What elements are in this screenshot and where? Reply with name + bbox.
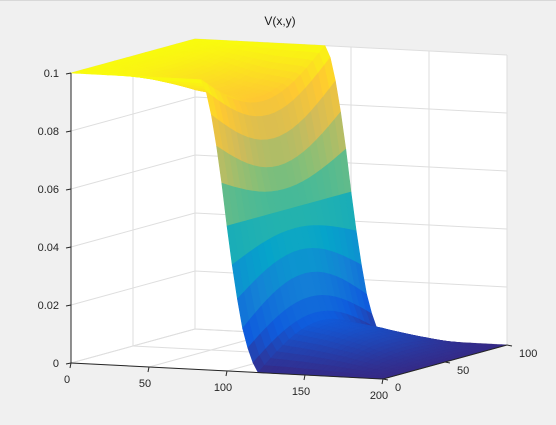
z-tick bbox=[65, 304, 72, 307]
grid-line-z bbox=[70, 154, 508, 190]
surface-mesh bbox=[70, 38, 508, 380]
tick-labels: 0 50 100 150 200 0 50 100 0 0.02 0.04 0.06 0.08 0.1 bbox=[38, 68, 538, 402]
x-tick-label: 150 bbox=[292, 386, 310, 398]
z-tick-label: 0.06 bbox=[38, 184, 59, 196]
x-tick-label: 200 bbox=[370, 390, 388, 402]
y-tick-label: 0 bbox=[395, 382, 401, 394]
z-tick bbox=[65, 130, 72, 133]
y-tick bbox=[444, 361, 451, 364]
z-tick bbox=[65, 246, 72, 249]
x-tick bbox=[69, 362, 72, 369]
x-tick bbox=[147, 366, 150, 373]
chart-title: V(x,y) bbox=[264, 14, 295, 28]
grid-line-z bbox=[70, 270, 508, 306]
z-tick-label: 0 bbox=[53, 358, 59, 370]
z-tick-label: 0.08 bbox=[38, 126, 59, 138]
x-tick-label: 100 bbox=[214, 382, 232, 394]
y-tick bbox=[382, 378, 389, 381]
x-tick bbox=[303, 374, 306, 381]
z-tick-label: 0.1 bbox=[44, 68, 59, 80]
y-tick bbox=[506, 344, 513, 347]
y-tick-label: 100 bbox=[519, 348, 537, 360]
x-tick-label: 50 bbox=[139, 378, 151, 390]
grid-line-z bbox=[70, 212, 508, 248]
z-tick bbox=[65, 72, 72, 75]
z-tick bbox=[65, 362, 72, 365]
grid-line-z bbox=[70, 96, 508, 132]
z-tick-label: 0.04 bbox=[38, 242, 59, 254]
y-tick-label: 50 bbox=[457, 365, 469, 377]
x-tick bbox=[381, 378, 384, 385]
z-tick bbox=[65, 188, 72, 191]
z-tick-label: 0.02 bbox=[38, 300, 59, 312]
x-tick-label: 0 bbox=[64, 374, 70, 386]
x-tick bbox=[225, 370, 228, 377]
